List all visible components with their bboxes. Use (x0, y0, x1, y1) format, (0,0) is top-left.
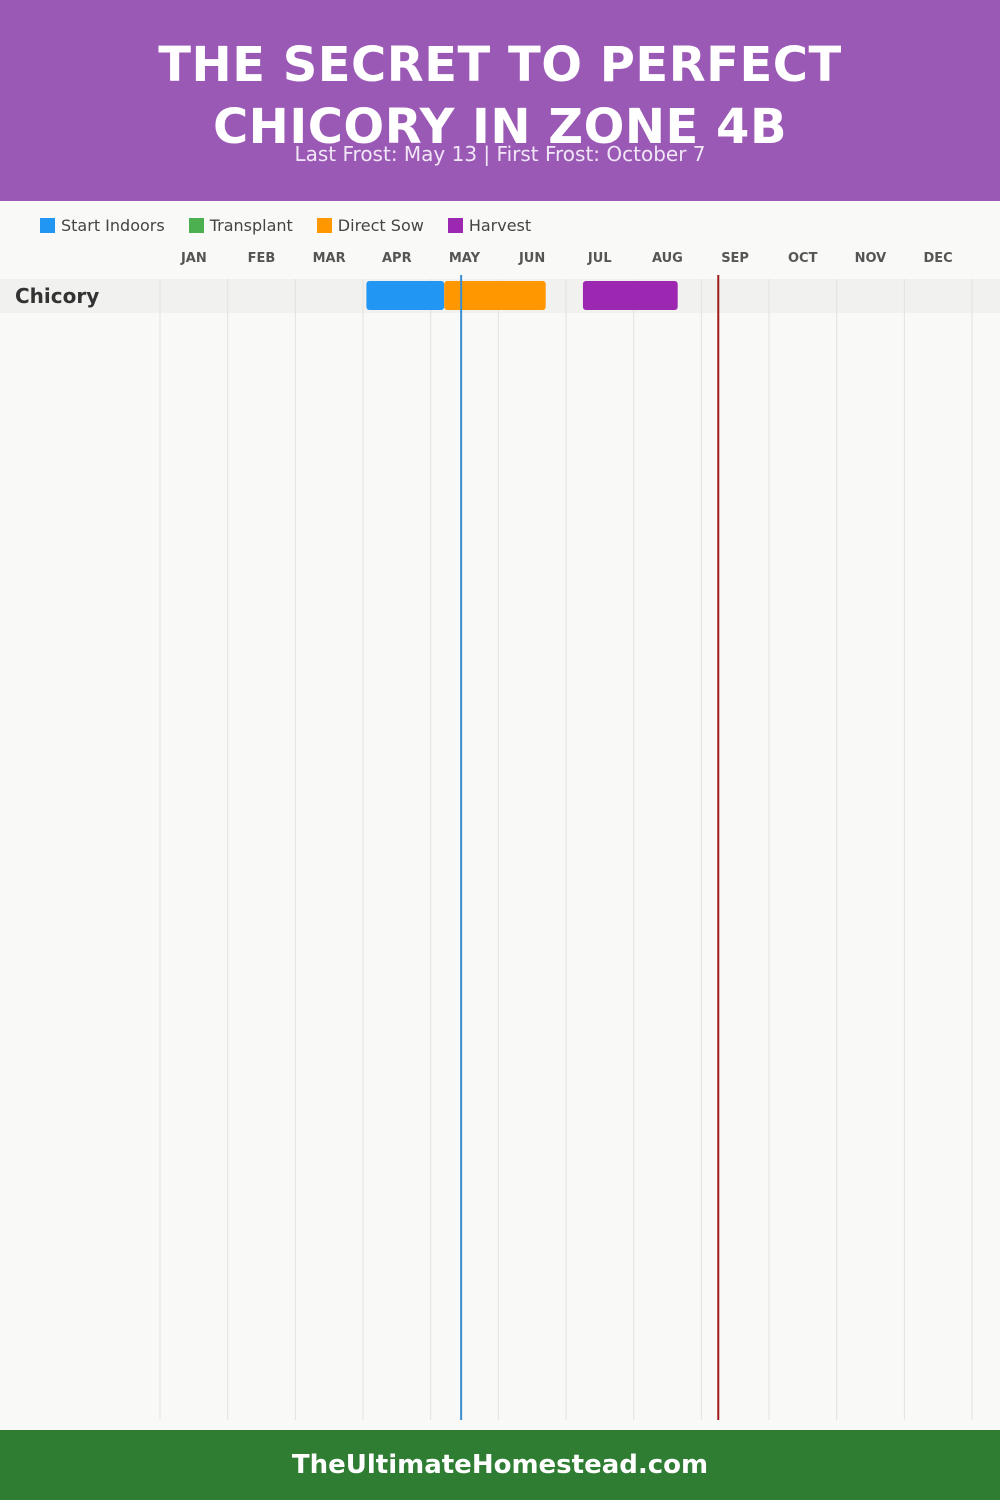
month-label-may: MAY (448, 251, 481, 266)
month-label-oct: OCT (788, 251, 818, 266)
month-label-jun: JUN (518, 251, 546, 266)
crop-label-chicory: Chicory (15, 284, 100, 308)
legend-item-start-indoors: Start Indoors (40, 216, 165, 235)
legend-swatch-direct-sow (316, 217, 332, 233)
title-line-2: CHICORY IN ZONE 4B (212, 99, 788, 155)
month-label-aug: AUG (651, 251, 683, 266)
legend-swatch-start-indoors (40, 217, 55, 233)
legend-label: Start Indoors (61, 215, 165, 235)
month-label-jul: JUL (587, 251, 612, 266)
page-title: THE SECRET TO PERFECT CHICORY IN ZONE 4B (0, 34, 1000, 158)
legend-item-transplant: Transplant (188, 215, 293, 235)
title-line-1: THE SECRET TO PERFECT (158, 37, 842, 93)
month-axis: JAN FEB MAR APR MAY JUN JUL AUG SEP OCT … (160, 249, 972, 269)
legend: Start Indoors Transplant Direct Sow Harv… (40, 214, 555, 236)
legend-swatch-harvest (447, 217, 463, 233)
crop-row-chicory (0, 279, 1000, 313)
month-label-mar: MAR (312, 251, 346, 266)
month-label-sep: SEP (721, 251, 749, 266)
legend-label: Harvest (468, 215, 532, 235)
month-label-apr: APR (381, 251, 412, 266)
legend-label: Transplant (209, 215, 293, 235)
frost-dates-subtitle: Last Frost: May 13 | First Frost: Octobe… (294, 142, 706, 166)
month-label-dec: DEC (923, 251, 953, 266)
legend-item-direct-sow: Direct Sow (316, 215, 424, 235)
month-label-nov: NOV (854, 251, 887, 266)
footer-banner: TheUltimateHomestead.com (0, 1430, 1000, 1500)
legend-swatch-transplant (188, 217, 204, 233)
legend-item-harvest: Harvest (447, 215, 532, 235)
legend-label: Direct Sow (337, 215, 424, 235)
website-link[interactable]: TheUltimateHomestead.com (291, 1450, 709, 1480)
header-banner: THE SECRET TO PERFECT CHICORY IN ZONE 4B… (0, 0, 1000, 201)
month-label-jan: JAN (180, 251, 207, 266)
month-label-feb: FEB (247, 251, 276, 266)
